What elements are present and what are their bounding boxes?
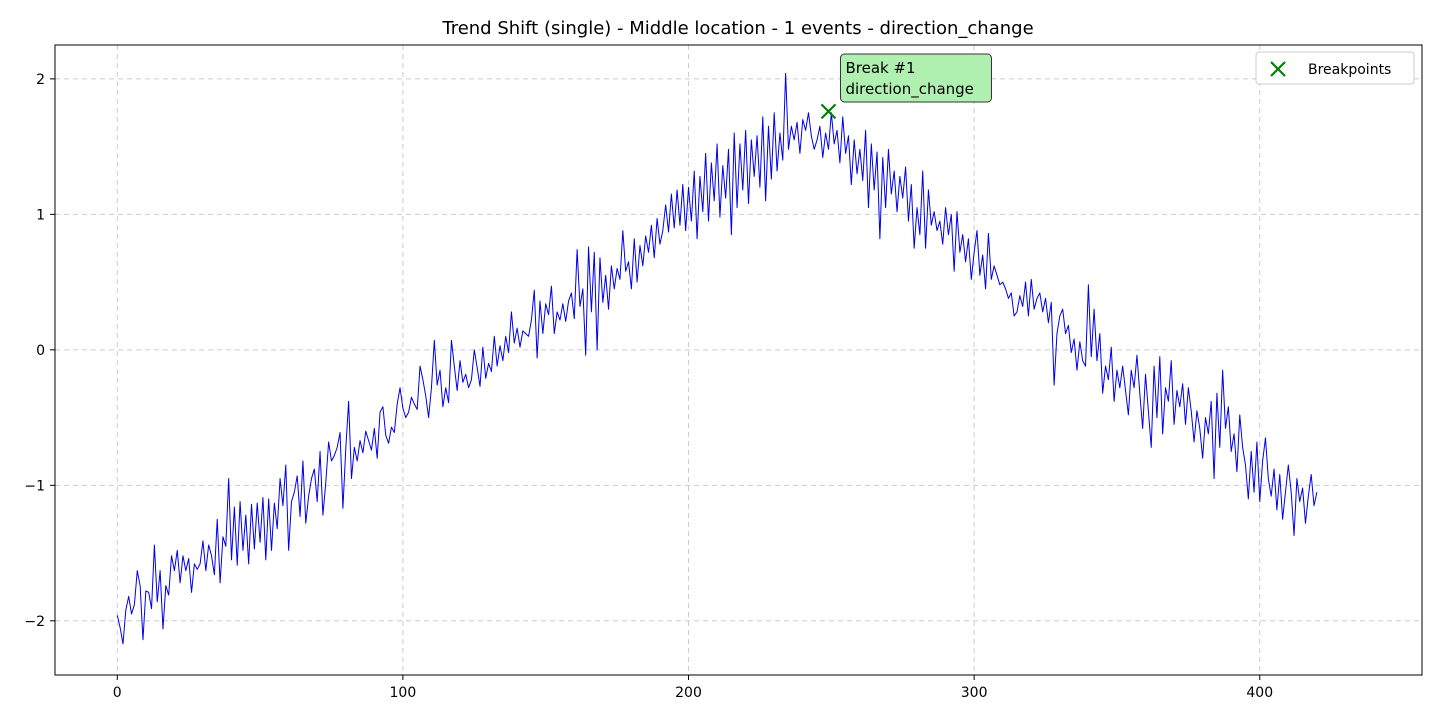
axis-layer: 0 100 200 300 400 −2 −1 0 1 2 [24,72,1273,701]
annotation-type: direction_change [845,80,973,99]
legend-marker [1270,61,1286,77]
annotation-box [839,53,992,103]
annotation-title: Break #1 [845,59,915,77]
x-tick-label: 100 [390,685,417,701]
legend-label: Breakpoints [1308,62,1391,78]
series-layer [116,72,1318,645]
x-tick-label: 0 [113,685,122,701]
x-tick-label: 400 [1246,685,1273,701]
grid-layer [55,45,1422,675]
y-tick-label: 2 [36,72,45,88]
y-tick-label: −1 [24,478,45,494]
breakpoint-marker [820,103,837,120]
breakpoint-layer [820,103,837,120]
legend-box [1255,51,1415,85]
y-tick-label: 1 [36,207,45,223]
y-tick-label: 0 [36,343,45,359]
annotation-layer: Break #1 direction_change [839,53,992,103]
legend: Breakpoints [1255,51,1415,85]
chart-title: Trend Shift (single) - Middle location -… [441,18,1033,39]
y-tick-label: −2 [24,614,45,630]
x-tick-label: 300 [961,685,988,701]
plot-frame [54,44,1423,676]
series-line [116,72,1318,645]
breakpoint-annotation: Break #1 direction_change [839,53,992,103]
x-tick-label: 200 [675,685,702,701]
